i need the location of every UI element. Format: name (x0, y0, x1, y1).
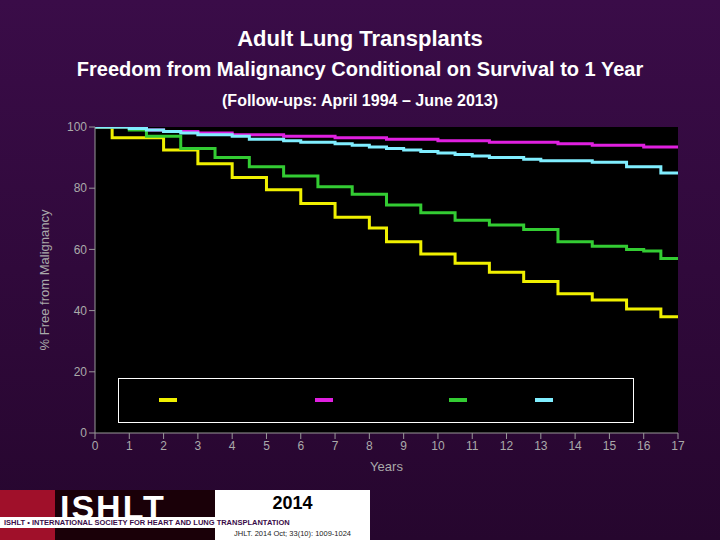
svg-text:100: 100 (67, 120, 87, 134)
svg-text:60: 60 (74, 243, 88, 257)
svg-text:0: 0 (80, 426, 87, 440)
svg-text:13: 13 (534, 439, 548, 453)
svg-text:80: 80 (74, 181, 88, 195)
svg-text:% Free from Malignancy: % Free from Malignancy (37, 209, 52, 350)
svg-text:6: 6 (297, 439, 304, 453)
svg-text:14: 14 (568, 439, 582, 453)
svg-text:20: 20 (74, 365, 88, 379)
html-text:2014: 2014 (272, 493, 313, 513)
svg-text:8: 8 (366, 439, 373, 453)
svg-text:0: 0 (92, 439, 99, 453)
svg-text:10: 10 (431, 439, 445, 453)
svg-text:3: 3 (195, 439, 202, 453)
svg-text:4: 4 (229, 439, 236, 453)
svg-text:40: 40 (74, 304, 88, 318)
svg-text:12: 12 (500, 439, 514, 453)
html-text:ISHLT • INTERNATIONAL SOCIETY: ISHLT • INTERNATIONAL SOCIETY FOR HEART … (4, 518, 290, 527)
svg-text:9: 9 (400, 439, 407, 453)
svg-text:Years: Years (370, 459, 403, 474)
html-text:JHLT. 2014 Oct; 33(10): 1009-1: JHLT. 2014 Oct; 33(10): 1009-1024 (234, 529, 351, 538)
svg-text:16: 16 (637, 439, 651, 453)
svg-text:17: 17 (671, 439, 685, 453)
svg-text:5: 5 (263, 439, 270, 453)
svg-text:2: 2 (160, 439, 167, 453)
html-text:Freedom from Malignancy Condit: Freedom from Malignancy Conditional on S… (76, 58, 644, 80)
svg-text:7: 7 (332, 439, 339, 453)
html-text:(Follow-ups: April 1994 – June: (Follow-ups: April 1994 – June 2013) (222, 92, 498, 109)
svg-text:1: 1 (126, 439, 133, 453)
html-text:Adult Lung Transplants: Adult Lung Transplants (237, 26, 483, 51)
svg-text:15: 15 (603, 439, 617, 453)
svg-text:11: 11 (466, 439, 479, 453)
html-text:ISHLT: ISHLT (60, 488, 166, 526)
